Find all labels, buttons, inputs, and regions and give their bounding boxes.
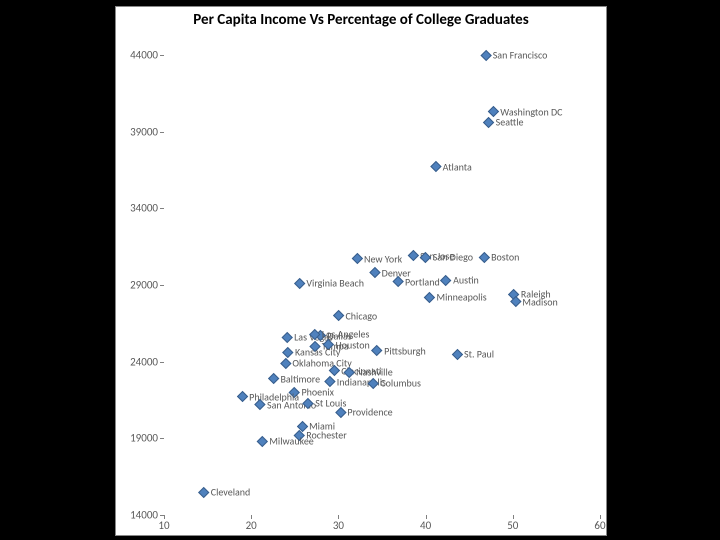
y-tick-label: 29000 — [130, 279, 164, 292]
scatter-chart: Per Capita Income Vs Percentage of Colle… — [115, 6, 607, 536]
diamond-marker-icon — [303, 397, 314, 408]
diamond-marker-icon — [351, 253, 362, 264]
y-tick-mark — [160, 438, 164, 439]
y-tick-mark — [160, 362, 164, 363]
diamond-marker-icon — [294, 278, 305, 289]
data-point: Austin — [442, 274, 479, 287]
data-point: Milwaukee — [258, 435, 313, 448]
point-label: Pittsburgh — [384, 344, 426, 357]
diamond-marker-icon — [430, 161, 441, 172]
data-point: San Francisco — [482, 49, 548, 62]
y-tick-mark — [160, 55, 164, 56]
data-point: New York — [353, 252, 402, 265]
point-label: Atlanta — [443, 160, 472, 173]
diamond-marker-icon — [420, 252, 431, 263]
point-label: San Diego — [433, 251, 473, 264]
diamond-marker-icon — [478, 252, 489, 263]
x-tick-mark — [164, 515, 165, 519]
diamond-marker-icon — [309, 328, 320, 339]
diamond-marker-icon — [483, 117, 494, 128]
x-tick-mark — [426, 515, 427, 519]
diamond-marker-icon — [268, 373, 279, 384]
data-point: Cleveland — [200, 486, 251, 499]
point-label: Columbus — [380, 377, 421, 390]
data-point: Madison — [511, 295, 557, 308]
x-tick-mark — [251, 515, 252, 519]
x-tick-mark — [338, 515, 339, 519]
y-tick-label: 24000 — [130, 355, 164, 368]
data-point: Portland — [394, 275, 440, 288]
point-label: Austin — [453, 274, 479, 287]
diamond-marker-icon — [407, 250, 418, 261]
diamond-marker-icon — [280, 358, 291, 369]
diamond-marker-icon — [198, 486, 209, 497]
y-tick-label: 34000 — [130, 202, 164, 215]
diamond-marker-icon — [424, 292, 435, 303]
x-tick-mark — [513, 515, 514, 519]
point-label: New York — [364, 252, 402, 265]
y-tick-label: 44000 — [130, 49, 164, 62]
diamond-marker-icon — [281, 331, 292, 342]
data-point: Atlanta — [432, 160, 472, 173]
point-label: Madison — [522, 295, 557, 308]
data-point: Baltimore — [269, 372, 320, 385]
diamond-marker-icon — [333, 310, 344, 321]
y-tick-label: 39000 — [130, 125, 164, 138]
point-label: Seattle — [496, 116, 524, 129]
diamond-marker-icon — [257, 436, 268, 447]
y-tick-mark — [160, 208, 164, 209]
point-label: Virginia Beach — [306, 277, 364, 290]
point-label: Chicago — [345, 309, 377, 322]
diamond-marker-icon — [335, 407, 346, 418]
point-label: Minneapolis — [437, 291, 487, 304]
point-label: Providence — [347, 406, 392, 419]
chart-title: Per Capita Income Vs Percentage of Colle… — [116, 11, 606, 29]
point-label: Baltimore — [280, 372, 320, 385]
point-label: Milwaukee — [269, 435, 313, 448]
diamond-marker-icon — [440, 275, 451, 286]
point-label: Boston — [491, 251, 519, 264]
y-tick-mark — [160, 132, 164, 133]
diamond-marker-icon — [372, 345, 383, 356]
data-point: Columbus — [369, 377, 421, 390]
diamond-marker-icon — [369, 267, 380, 278]
data-point: Seattle — [485, 116, 524, 129]
data-point: Providence — [336, 406, 392, 419]
diamond-marker-icon — [480, 49, 491, 60]
diamond-marker-icon — [392, 276, 403, 287]
data-point: Chicago — [334, 309, 377, 322]
point-label: San Francisco — [493, 49, 548, 62]
data-point: St. Paul — [453, 348, 494, 361]
data-point: Virginia Beach — [295, 277, 364, 290]
data-point: Pittsburgh — [373, 344, 426, 357]
diamond-marker-icon — [510, 296, 521, 307]
y-tick-label: 19000 — [130, 432, 164, 445]
data-point: Boston — [480, 251, 519, 264]
diamond-marker-icon — [451, 348, 462, 359]
x-tick-mark — [600, 515, 601, 519]
point-label: Houston — [335, 338, 369, 351]
point-label: St. Paul — [464, 348, 494, 361]
data-point: San Diego — [422, 251, 473, 264]
plot-area: 1400019000240002900034000390004400010203… — [164, 55, 600, 515]
data-point: Minneapolis — [426, 291, 487, 304]
point-label: Cleveland — [211, 486, 251, 499]
diamond-marker-icon — [237, 391, 248, 402]
diamond-marker-icon — [254, 399, 265, 410]
y-tick-mark — [160, 285, 164, 286]
point-label: Portland — [405, 275, 440, 288]
diamond-marker-icon — [368, 377, 379, 388]
